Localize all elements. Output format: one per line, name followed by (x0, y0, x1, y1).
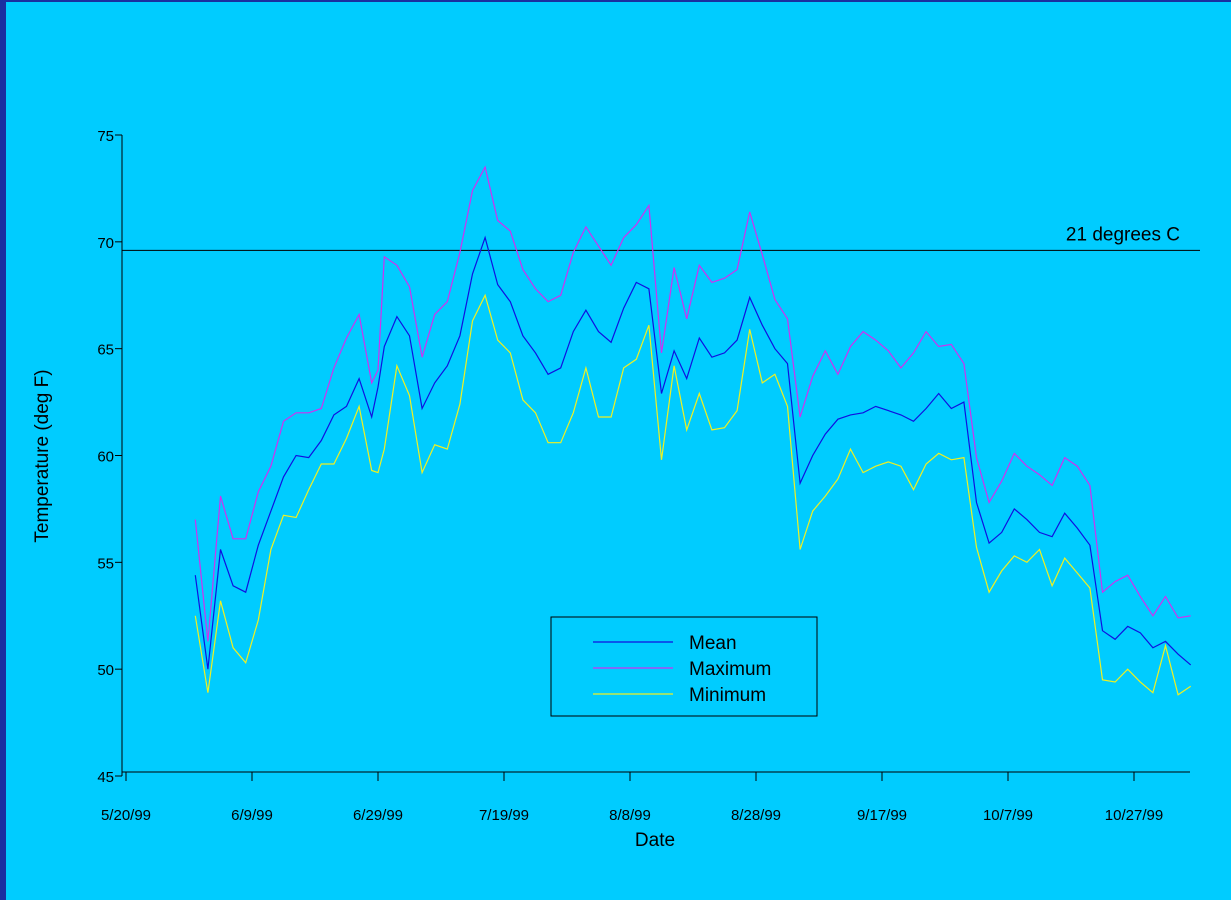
y-tick-label: 70 (97, 235, 114, 252)
y-tick-label: 65 (97, 342, 114, 359)
legend-box (550, 616, 818, 717)
reference-line-group: 21 degrees C (122, 224, 1200, 251)
y-tick-label: 55 (97, 555, 114, 572)
x-tick-label: 9/17/99 (857, 807, 907, 824)
y-axis-title: Temperature (deg F) (32, 369, 53, 542)
chart-legend: Mean Maximum Minimum (550, 616, 818, 717)
legend-label-minimum: Minimum (689, 685, 766, 706)
y-tick-label: 75 (97, 128, 114, 145)
y-tick-label: 50 (97, 662, 114, 679)
series-line-minimum (194, 293, 1192, 696)
slide-background (6, 2, 1231, 900)
y-tick-label: 45 (97, 769, 114, 786)
series-lines (194, 165, 1192, 696)
legend-label-mean: Mean (689, 633, 737, 654)
x-tick-label: 10/7/99 (983, 807, 1033, 824)
series-line-maximum (194, 165, 1191, 642)
chart-axes: 45 50 55 60 65 70 75 5/20/99 6/9/99 6/29/99 7/19/9… (97, 128, 1190, 824)
y-tick-label: 60 (97, 449, 114, 466)
legend-label-maximum: Maximum (689, 659, 771, 680)
x-tick-label: 6/9/99 (231, 807, 273, 824)
series-line-mean (194, 235, 1192, 670)
x-tick-label: 6/29/99 (353, 807, 403, 824)
x-tick-label: 5/20/99 (101, 807, 151, 824)
x-tick-label: 10/27/99 (1105, 807, 1163, 824)
x-tick-label: 8/28/99 (731, 807, 781, 824)
x-tick-label: 8/8/99 (609, 807, 651, 824)
x-axis-title: Date (635, 830, 675, 851)
reference-line-label: 21 degrees C (1066, 224, 1180, 245)
x-tick-label: 7/19/99 (479, 807, 529, 824)
